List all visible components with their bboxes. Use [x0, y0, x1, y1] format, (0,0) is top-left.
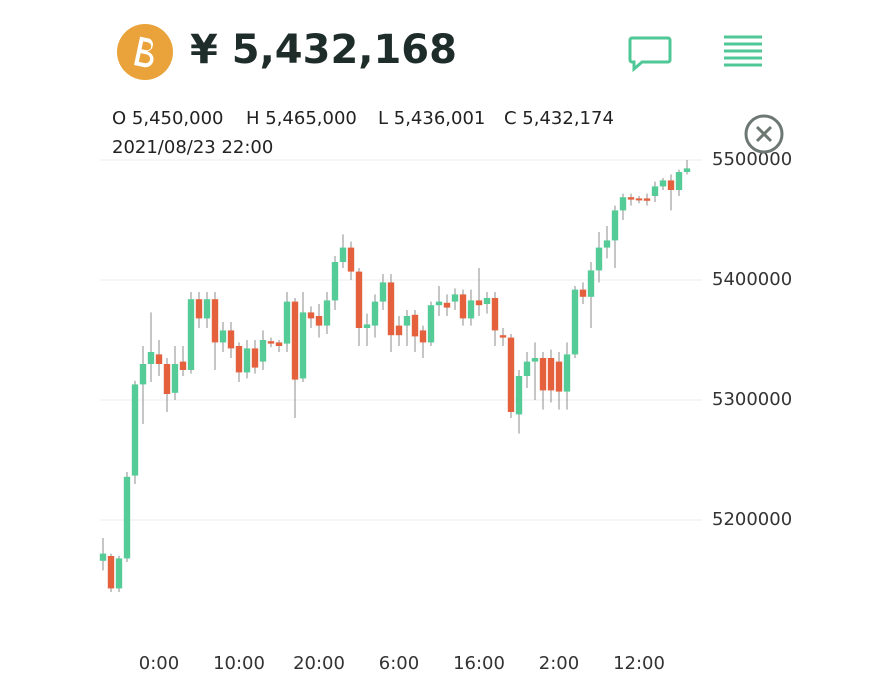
candle-body: [547, 358, 555, 391]
candle-body: [651, 186, 659, 196]
candle-body: [315, 316, 323, 326]
candle-body: [683, 168, 691, 172]
candle-body: [203, 299, 211, 319]
candle-body: [515, 376, 523, 415]
candle-body: [459, 294, 467, 319]
candle-body: [531, 358, 539, 362]
candle-body: [643, 198, 651, 201]
candle-body: [259, 340, 267, 362]
candle-body: [147, 352, 155, 364]
candle-body: [283, 301, 291, 344]
y-tick-label: 5500000: [712, 149, 792, 170]
candle-body: [331, 262, 339, 301]
candle-body: [675, 172, 683, 190]
candle-body: [355, 271, 363, 328]
bitcoin-icon: [117, 24, 173, 80]
candle-body: [659, 180, 667, 187]
menu-button[interactable]: [724, 35, 762, 67]
close-button[interactable]: [744, 114, 784, 154]
candle-body: [403, 316, 411, 326]
ohlc-high: H 5,465,000: [246, 108, 357, 129]
candle-body: [243, 348, 251, 373]
chat-button[interactable]: [628, 36, 672, 73]
y-tick-label: 5300000: [712, 389, 792, 410]
candle-body: [347, 247, 355, 272]
candle-body: [107, 556, 115, 589]
ohlc-low: L 5,436,001: [378, 108, 485, 129]
candle-body: [635, 198, 643, 201]
candle-body: [619, 197, 627, 211]
candle-body: [115, 558, 123, 589]
candle-body: [667, 180, 675, 190]
candle-body: [587, 270, 595, 297]
candle-body: [139, 364, 147, 385]
candle-body: [155, 354, 163, 364]
x-tick-label: 20:00: [293, 653, 345, 674]
ohlc-open: O 5,450,000: [112, 108, 224, 129]
candle-body: [539, 358, 547, 391]
candle-body: [211, 299, 219, 343]
y-tick-label: 5400000: [712, 269, 792, 290]
candle-body: [179, 361, 187, 370]
ohlc-close: C 5,432,174: [504, 108, 614, 129]
candle-body: [627, 197, 635, 200]
candle-body: [227, 330, 235, 349]
x-tick-label: 6:00: [379, 653, 419, 674]
candle-body: [379, 282, 387, 302]
candle-body: [251, 348, 259, 368]
x-tick-label: 0:00: [139, 653, 179, 674]
candle-body: [483, 298, 491, 304]
candle-body: [99, 553, 107, 561]
candle-body: [595, 247, 603, 271]
x-tick-label: 16:00: [453, 653, 505, 674]
candle-body: [435, 301, 443, 306]
candle-body: [131, 384, 139, 476]
x-tick-label: 12:00: [613, 653, 665, 674]
candle-body: [603, 240, 611, 248]
candle-body: [467, 300, 475, 319]
candle-body: [443, 302, 451, 308]
candle-body: [235, 346, 243, 373]
candle-body: [123, 476, 131, 559]
candle-body: [307, 312, 315, 319]
candle-body: [611, 210, 619, 241]
candle-body: [195, 299, 203, 319]
candle-body: [387, 282, 395, 336]
candle-body: [171, 364, 179, 393]
candle-body: [275, 342, 283, 346]
ohlc-time: 2021/08/23 22:00: [112, 137, 273, 158]
candle-body: [363, 324, 371, 328]
candle-body: [419, 330, 427, 343]
candle-body: [427, 305, 435, 343]
candle-body: [299, 312, 307, 379]
candle-body: [579, 289, 587, 297]
candle-body: [555, 361, 563, 392]
candle-body: [187, 299, 195, 370]
candle-body: [219, 330, 227, 343]
candle-body: [323, 300, 331, 326]
candle-body: [499, 335, 507, 338]
x-tick-label: 10:00: [213, 653, 265, 674]
candle-body: [411, 314, 419, 337]
y-tick-label: 5200000: [712, 509, 792, 530]
candle-body: [267, 341, 275, 344]
candle-body: [451, 294, 459, 302]
x-tick-label: 2:00: [539, 653, 579, 674]
candle-body: [563, 354, 571, 392]
candle-body: [491, 298, 499, 331]
candle-body: [507, 337, 515, 412]
candle-body: [291, 301, 299, 380]
candle-body: [523, 361, 531, 376]
candle-body: [339, 247, 347, 262]
price: ¥ 5,432,168: [190, 27, 457, 73]
candle-body: [571, 289, 579, 355]
candle-body: [475, 300, 483, 306]
candle-body: [395, 325, 403, 336]
candle-body: [371, 301, 379, 326]
candle-body: [163, 364, 171, 394]
